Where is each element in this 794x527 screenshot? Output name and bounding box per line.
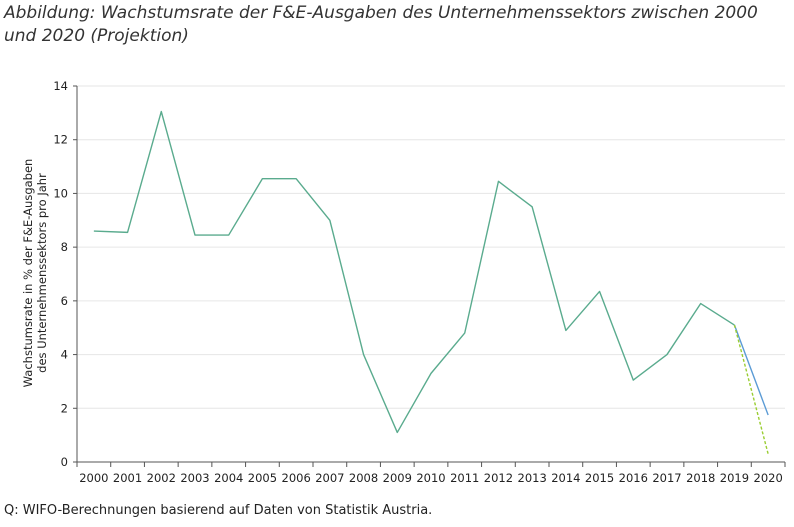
x-tick-label: 2003	[180, 471, 209, 485]
x-tick-label: 2013	[518, 471, 547, 485]
x-tick-label: 2006	[282, 471, 311, 485]
x-tick-label: 2000	[79, 471, 108, 485]
x-tick-label: 2005	[248, 471, 277, 485]
x-tick-labels: 2000 2001 2002 2003 2004 2005 2006 2007 2008 2009…	[79, 471, 783, 485]
source-note: Q: WIFO-Berechnungen basierend auf Daten…	[4, 503, 433, 518]
y-tick-label: 12	[53, 133, 68, 147]
x-tick-label: 2001	[113, 471, 142, 485]
y-tick-label: 8	[61, 240, 68, 254]
x-tick-label: 2019	[720, 471, 749, 485]
chart-title: Abbildung: Wachstumsrate der F&E-Ausgabe…	[4, 3, 758, 46]
line-chart: 0 2 4 6 8 10 12 14 2000 2001 2002 2003 2004 2005 2006…	[21, 79, 786, 485]
x-tick-label: 2015	[585, 471, 614, 485]
axes	[73, 85, 786, 467]
y-axis-label-line1: Wachstumsrate in % der F&E-Ausgaben	[21, 159, 35, 388]
x-tick-label: 2008	[349, 471, 378, 485]
x-tick-label: 2017	[652, 471, 681, 485]
x-tick-label: 2011	[450, 471, 479, 485]
series-line-3	[733, 324, 769, 455]
series-line-2	[733, 324, 769, 416]
y-tick-label: 10	[53, 186, 68, 200]
x-tick-label: 2018	[686, 471, 715, 485]
y-tick-label: 2	[61, 401, 68, 415]
series-lines	[93, 110, 769, 455]
x-tick-label: 2002	[147, 471, 176, 485]
x-tick-label: 2010	[416, 471, 445, 485]
y-tick-label: 4	[61, 348, 68, 362]
y-tick-label: 0	[61, 455, 68, 469]
y-tick-label: 14	[53, 79, 68, 93]
x-tick-label: 2012	[484, 471, 513, 485]
x-tick-label: 2016	[619, 471, 648, 485]
series-line-1	[93, 110, 735, 434]
y-tick-labels: 0 2 4 6 8 10 12 14	[53, 79, 68, 469]
x-tick-label: 2009	[383, 471, 412, 485]
y-axis-label-line2: des Unternehmenssektors pro Jahr	[35, 173, 49, 373]
x-tick-label: 2004	[214, 471, 243, 485]
x-tick-label: 2007	[315, 471, 344, 485]
grid-lines	[77, 85, 785, 409]
x-tick-label: 2014	[551, 471, 580, 485]
x-tick-label: 2020	[754, 471, 783, 485]
y-tick-label: 6	[61, 294, 68, 308]
